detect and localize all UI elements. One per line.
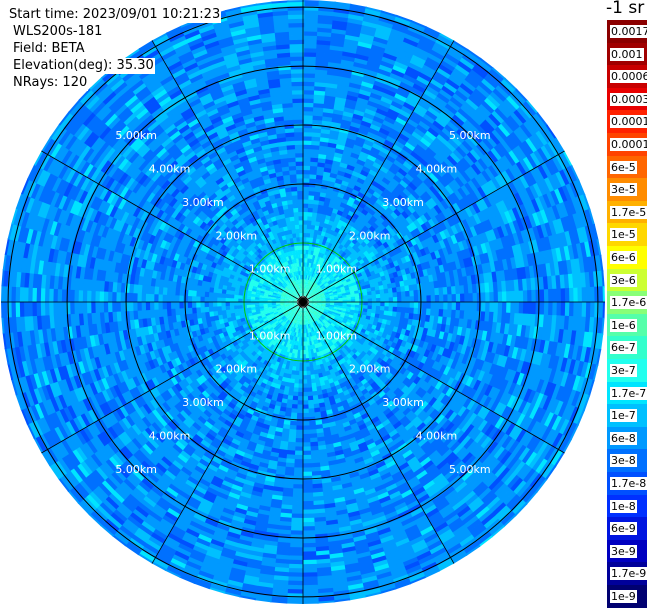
colorbar-label: 1e-5 [610,228,637,241]
instrument-label: WLS200s-181 [12,24,103,40]
range-ring-label: 3.00km [382,196,424,209]
range-ring-label: 1.00km [316,329,358,342]
colorbar-label: 6e-5 [610,161,637,174]
colorbar-label: 0.0017 [610,25,647,38]
nrays-label: NRays: 120 [12,75,88,91]
range-ring-label: 1.00km [249,263,291,276]
colorbar-label: 1.7e-7 [610,387,647,400]
range-ring-label: 5.00km [115,463,157,476]
range-ring-label: 2.00km [349,363,391,376]
colorbar-label: 1.7e-6 [610,296,647,309]
colorbar-label: 0.0001 [610,138,647,151]
colorbar-title: -1 sr [606,0,644,18]
colorbar-label: 6e-6 [610,251,637,264]
field-label: Field: BETA [12,41,85,57]
colorbar-label: 1e-7 [610,409,637,422]
range-ring-label: 3.00km [182,396,224,409]
colorbar-label: 1e-8 [610,500,637,513]
colorbar-label: 3e-7 [610,364,637,377]
range-ring-label: 4.00km [416,163,458,176]
range-ring-label: 2.00km [215,363,257,376]
range-ring-label: 1.00km [316,263,358,276]
colorbar-label: 0.0003 [610,93,647,106]
colorbar-label: 1e-6 [610,319,637,332]
range-ring-label: 5.00km [115,129,157,142]
range-ring-label: 3.00km [182,196,224,209]
colorbar-label: 3e-8 [610,454,637,467]
colorbar-label: 6e-9 [610,522,637,535]
start-time-label: Start time: 2023/09/01 10:21:23 [8,7,221,23]
colorbar-label: 0.001 [610,48,644,61]
range-ring-label: 5.00km [449,463,491,476]
range-ring-label: 5.00km [449,129,491,142]
colorbar-label: 1.7e-9 [610,567,647,580]
colorbar-label: 1.7e-5 [610,206,647,219]
range-ring-label: 2.00km [215,229,257,242]
colorbar-label: 0.0006 [610,70,647,83]
range-ring-label: 3.00km [382,396,424,409]
colorbar-label: 1.7e-8 [610,477,647,490]
colorbar-label: 3e-5 [610,183,637,196]
range-ring-label: 4.00km [416,429,458,442]
colorbar-label: 6e-7 [610,341,637,354]
range-ring-label: 4.00km [149,163,191,176]
range-ring-label: 4.00km [149,429,191,442]
range-ring-label: 1.00km [249,329,291,342]
range-ring-label: 2.00km [349,229,391,242]
ppi-plot: 1.00km 1.00km 1.00km 1.00km 2.00km 2.00km 2.00… [0,0,607,607]
colorbar-label: 3e-9 [610,545,637,558]
colorbar-label: 1e-9 [610,590,637,603]
colorbar-label: 3e-6 [610,274,637,287]
colorbar-label: 0.00017 [610,115,647,128]
colorbar-label: 6e-8 [610,432,637,445]
elevation-label: Elevation(deg): 35.30 [12,58,155,74]
